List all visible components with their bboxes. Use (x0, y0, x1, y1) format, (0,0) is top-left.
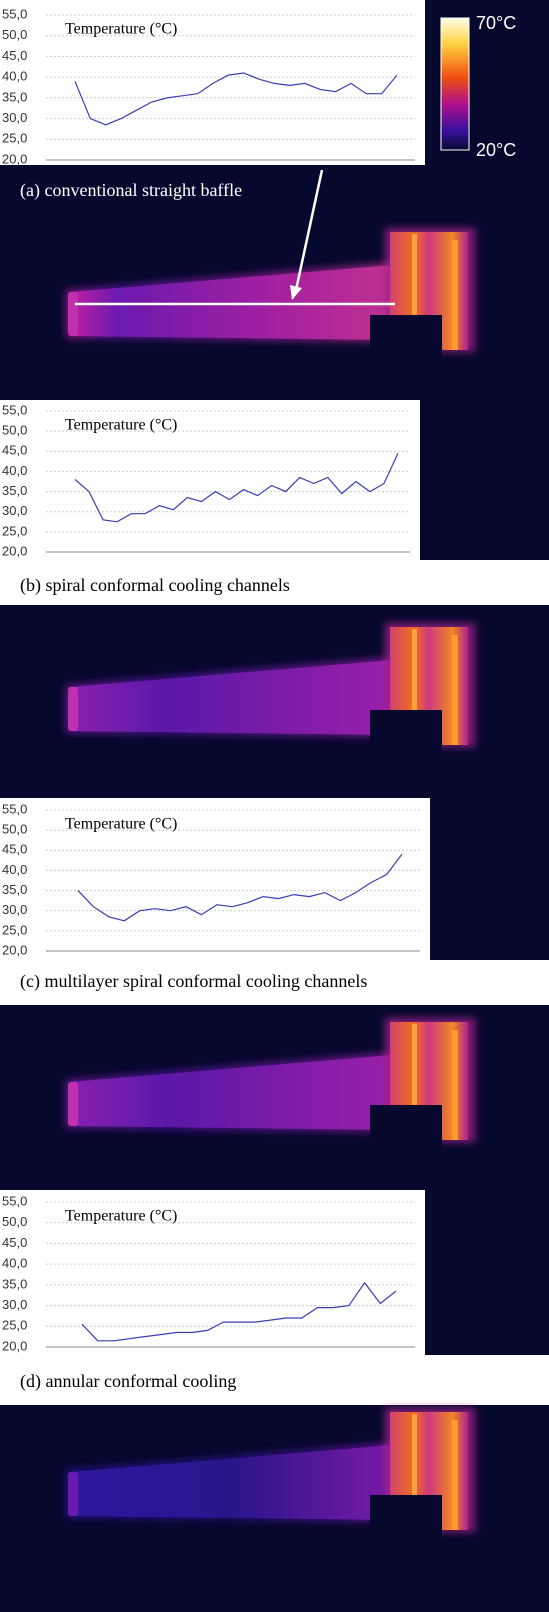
data-line (77, 853, 403, 922)
notch (370, 710, 442, 795)
hot-rib (412, 1024, 417, 1136)
thermal-image (66, 228, 475, 400)
y-tick-label: 30,0 (2, 503, 27, 518)
part-tip (68, 1472, 78, 1516)
y-tick-label: 30,0 (2, 110, 27, 125)
chart-title: Temperature (°C) (65, 1208, 177, 1225)
y-tick-label: 20,0 (2, 151, 27, 166)
y-tick-label: 55,0 (2, 1193, 27, 1208)
hot-rib (452, 240, 458, 350)
hot-rib (412, 234, 417, 346)
colorbar (440, 17, 470, 151)
caption: (a) conventional straight baffle (20, 180, 242, 201)
y-tick-label: 55,0 (2, 801, 27, 816)
y-tick-label: 25,0 (2, 131, 27, 146)
y-tick-label: 20,0 (2, 1338, 27, 1353)
caption-strip (0, 1355, 549, 1405)
part-body (70, 1055, 392, 1130)
hot-rib (452, 1030, 458, 1140)
y-tick-label: 45,0 (2, 48, 27, 63)
y-tick-label: 45,0 (2, 1235, 27, 1250)
part-body (70, 1445, 392, 1520)
y-tick-label: 55,0 (2, 402, 27, 417)
chart-background (0, 798, 430, 960)
thermal-images (66, 228, 475, 1580)
y-tick-label: 45,0 (2, 842, 27, 857)
part-tip (68, 687, 78, 731)
thermal-image (66, 1018, 475, 1190)
y-tick-label: 20,0 (2, 942, 27, 957)
part-tip (68, 292, 78, 336)
caption: (b) spiral conformal cooling channels (20, 575, 290, 596)
y-tick-label: 35,0 (2, 483, 27, 498)
hot-rib (452, 635, 458, 745)
chart-background (0, 1190, 425, 1355)
data-line (74, 72, 398, 126)
part-tip (68, 1082, 78, 1126)
hot-rib (452, 1420, 458, 1530)
colorbar-max-label: 70°C (476, 13, 516, 33)
y-tick-label: 30,0 (2, 1297, 27, 1312)
part-body (70, 660, 392, 735)
arrow (294, 169, 324, 291)
y-tick-label: 55,0 (2, 6, 27, 21)
y-tick-label: 30,0 (2, 902, 27, 917)
chart: 20,0 25,0 30,0 35,0 40,0 45,0 50,0 55,0 Temperat… (0, 1190, 425, 1392)
y-tick-label: 25,0 (2, 1318, 27, 1333)
y-tick-label: 45,0 (2, 443, 27, 458)
y-tick-label: 35,0 (2, 882, 27, 897)
data-line (81, 1281, 397, 1342)
y-tick-label: 40,0 (2, 862, 27, 877)
chart-title: Temperature (°C) (65, 417, 177, 434)
y-tick-label: 40,0 (2, 69, 27, 84)
data-line (74, 453, 399, 523)
caption-strip (0, 560, 549, 605)
chart: 20,0 25,0 30,0 35,0 40,0 45,0 50,0 55,0 Temperat… (0, 400, 420, 596)
caption: (d) annular conformal cooling (20, 1371, 236, 1392)
part-body (70, 265, 392, 340)
arrow-head (290, 285, 302, 300)
hot-rib (412, 629, 417, 741)
y-tick-label: 50,0 (2, 27, 27, 42)
caption-strip (0, 960, 549, 1005)
chart-background (0, 0, 425, 165)
y-tick-label: 35,0 (2, 1276, 27, 1291)
colorbar-min-label: 20°C (476, 140, 516, 160)
y-tick-label: 40,0 (2, 1256, 27, 1271)
chart-title: Temperature (°C) (65, 21, 177, 38)
chart: 20,0 25,0 30,0 35,0 40,0 45,0 50,0 55,0 Temperat… (0, 0, 425, 201)
y-tick-label: 50,0 (2, 822, 27, 837)
notch (370, 1105, 442, 1190)
chart-background (0, 400, 420, 560)
y-tick-label: 50,0 (2, 423, 27, 438)
y-tick-label: 50,0 (2, 1214, 27, 1229)
y-tick-label: 25,0 (2, 523, 27, 538)
charts: 20,0 25,0 30,0 35,0 40,0 45,0 50,0 55,0 Temperat… (0, 0, 430, 1392)
y-tick-label: 40,0 (2, 463, 27, 478)
thermal-image (66, 623, 475, 795)
y-tick-label: 35,0 (2, 89, 27, 104)
chart: 20,0 25,0 30,0 35,0 40,0 45,0 50,0 55,0 Temperat… (0, 798, 430, 992)
y-tick-label: 20,0 (2, 543, 27, 558)
caption: (c) multilayer spiral conformal cooling … (20, 971, 367, 992)
chart-title: Temperature (°C) (65, 816, 177, 833)
notch (370, 315, 442, 400)
hot-rib (412, 1414, 417, 1526)
notch (370, 1495, 442, 1580)
y-tick-label: 25,0 (2, 922, 27, 937)
thermal-image (66, 1408, 475, 1580)
